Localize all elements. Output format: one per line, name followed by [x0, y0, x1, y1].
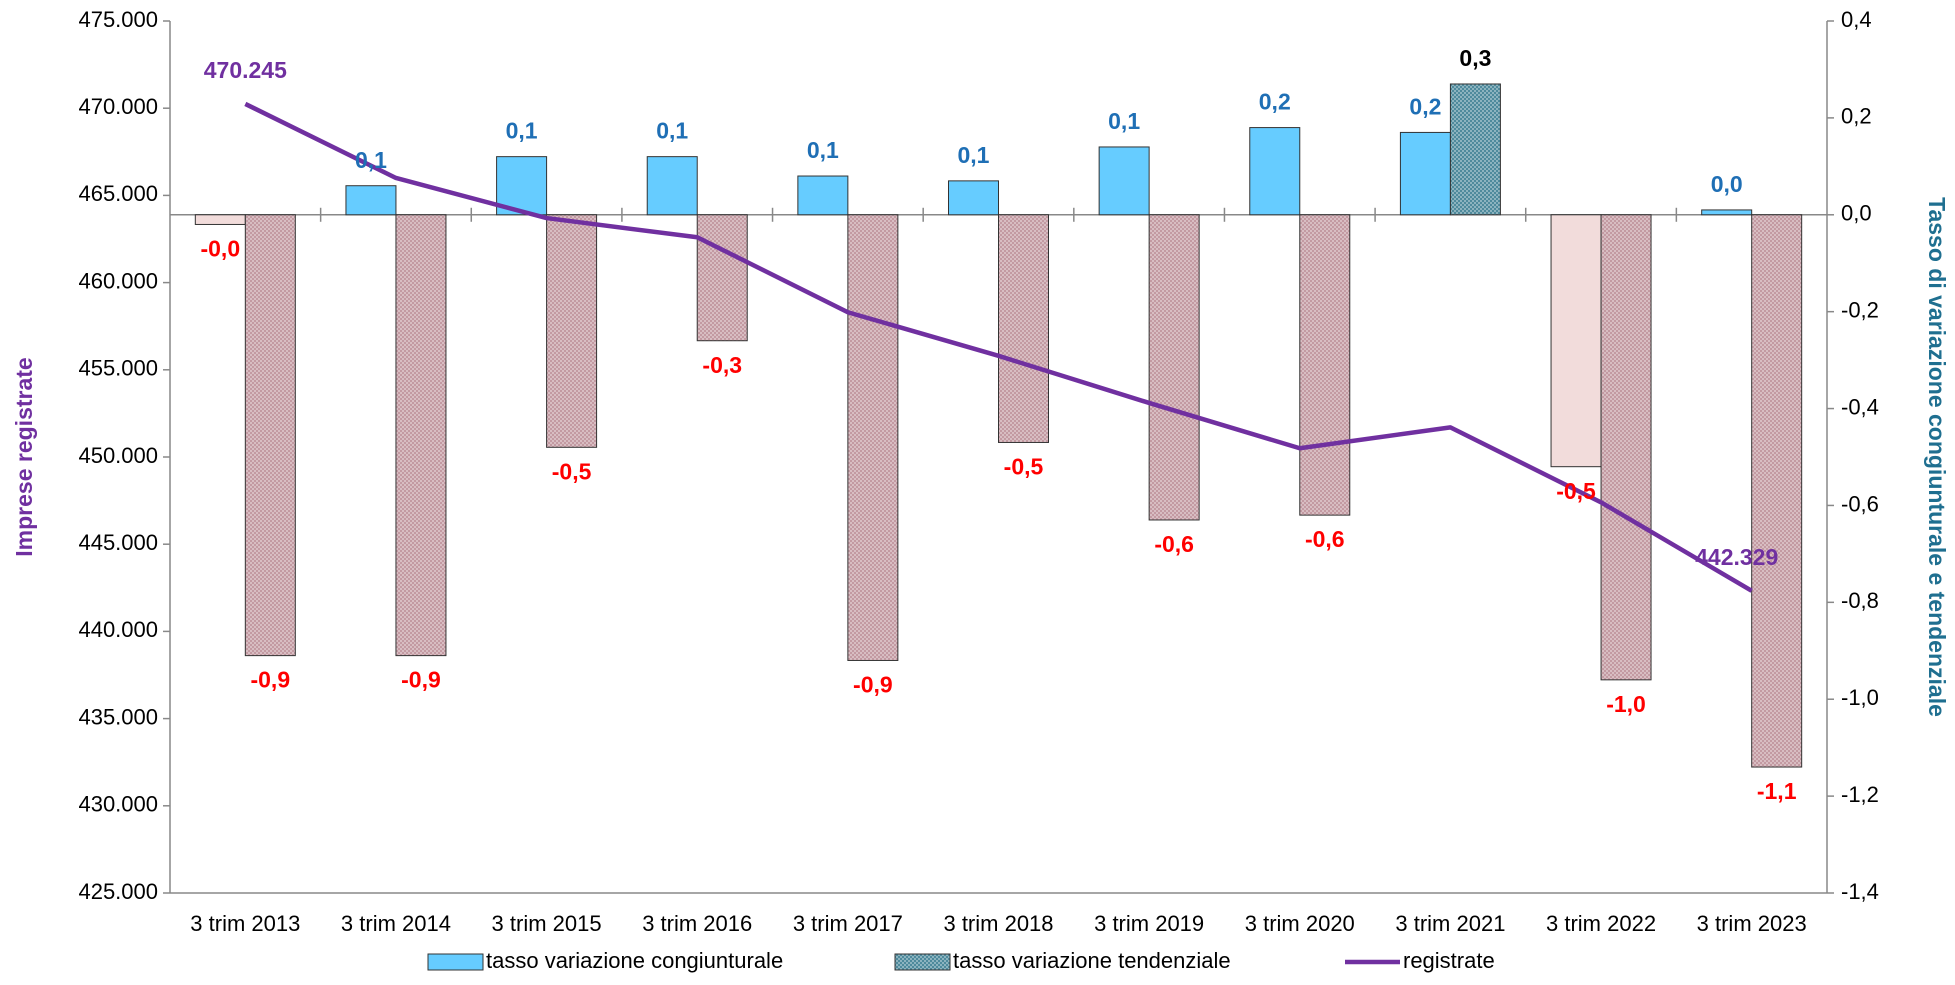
bar-value-label: -0,5: [552, 458, 592, 484]
y-tick-label: 475.000: [78, 7, 158, 32]
y-tick-label: 455.000: [78, 356, 158, 381]
y2-tick-label: -0,4: [1841, 394, 1879, 419]
bar: [1098, 146, 1150, 216]
y2-tick-label: -0,8: [1841, 588, 1879, 613]
bar-value-label: 0,1: [1108, 108, 1140, 134]
bar: [1550, 214, 1602, 468]
bar: [948, 180, 999, 216]
y2-tick-label: -0,6: [1841, 491, 1879, 516]
y-tick-label: 470.000: [78, 94, 158, 119]
bar-value-label: -0,5: [1004, 454, 1044, 480]
bar: [244, 214, 296, 657]
x-tick-label: 3 trim 2023: [1697, 911, 1807, 936]
bar-value-label: -0,6: [1154, 531, 1194, 557]
x-tick-label: 3 trim 2016: [642, 911, 752, 936]
x-tick-label: 3 trim 2020: [1245, 911, 1355, 936]
line-series: [244, 101, 1753, 593]
bar-value-label: -0,9: [401, 667, 441, 693]
bar-value-label: 0,0: [1711, 171, 1743, 197]
y-tick-label: 460.000: [78, 268, 158, 293]
x-tick-label: 3 trim 2019: [1094, 911, 1204, 936]
x-tick-label: 3 trim 2022: [1546, 911, 1656, 936]
y-tick-label: 465.000: [78, 181, 158, 206]
y-tick-label: 450.000: [78, 443, 158, 468]
bar-value-label: -0,6: [1305, 526, 1345, 552]
line-value-label: 470.245: [204, 57, 287, 83]
bar-value-label: 0,1: [958, 142, 990, 168]
bar-value-label: -0,5: [1556, 478, 1596, 504]
y2-tick-label: -1,0: [1841, 685, 1879, 710]
bar: [1399, 131, 1451, 216]
bar-value-label: 0,1: [807, 137, 839, 163]
x-tick-label: 3 trim 2013: [190, 911, 300, 936]
y2-tick-label: -1,2: [1841, 782, 1879, 807]
bar: [998, 214, 1049, 443]
legend-swatch: [427, 953, 484, 971]
bar-value-label: -0,3: [702, 352, 742, 378]
bar: [1249, 127, 1301, 216]
bar: [194, 214, 246, 225]
bar: [847, 214, 899, 661]
x-tick-label: 3 trim 2014: [341, 911, 451, 936]
bar-value-label: 0,2: [1259, 89, 1291, 115]
bar: [1299, 214, 1351, 516]
bar-value-label: 0,2: [1409, 94, 1441, 120]
y2-tick-label: -1,4: [1841, 879, 1879, 904]
y-tick-label: 430.000: [78, 792, 158, 817]
bar: [797, 175, 849, 216]
bar: [546, 214, 598, 448]
y2-tick-label: 0,0: [1841, 201, 1872, 226]
y2-tick-label: -0,2: [1841, 297, 1879, 322]
x-tick-label: 3 trim 2017: [793, 911, 903, 936]
bar-value-label: 0,1: [506, 118, 538, 144]
x-tick-label: 3 trim 2018: [943, 911, 1053, 936]
legend-swatch: [894, 953, 951, 971]
x-tick-label: 3 trim 2021: [1395, 911, 1505, 936]
bar: [345, 185, 397, 216]
bar: [696, 214, 748, 342]
bar: [1600, 214, 1652, 681]
y2-tick-label: 0,4: [1841, 7, 1872, 32]
bar-value-label: -1,1: [1757, 778, 1797, 804]
legend-label: registrate: [1403, 948, 1495, 973]
y-axis-title: Imprese registrate: [11, 357, 37, 556]
x-tick-label: 3 trim 2015: [492, 911, 602, 936]
bar-value-label: -0,0: [200, 236, 240, 262]
bar: [1148, 214, 1200, 521]
line-value-label: 442.329: [1695, 544, 1778, 570]
bar: [1449, 83, 1501, 216]
legend-label: tasso variazione congiunturale: [486, 948, 783, 973]
y2-tick-label: 0,2: [1841, 104, 1872, 129]
y-tick-label: 445.000: [78, 530, 158, 555]
bar-value-label: -0,9: [250, 667, 290, 693]
bar-value-label: 0,1: [355, 147, 387, 173]
bar-value-label: -1,0: [1606, 691, 1646, 717]
y-tick-label: 425.000: [78, 879, 158, 904]
y-tick-label: 435.000: [78, 704, 158, 729]
legend-label: tasso variazione tendenziale: [953, 948, 1231, 973]
bar: [1701, 209, 1753, 216]
y2-axis-title: Tasso di variazione congiunturale e tend…: [1924, 197, 1950, 717]
bar-value-label: 0,3: [1459, 45, 1491, 71]
y-tick-label: 440.000: [78, 617, 158, 642]
bar: [646, 156, 698, 216]
bar-value-label: -0,9: [853, 672, 893, 698]
bar: [1751, 214, 1803, 768]
bar: [395, 214, 447, 657]
bar-value-label: 0,1: [656, 118, 688, 144]
